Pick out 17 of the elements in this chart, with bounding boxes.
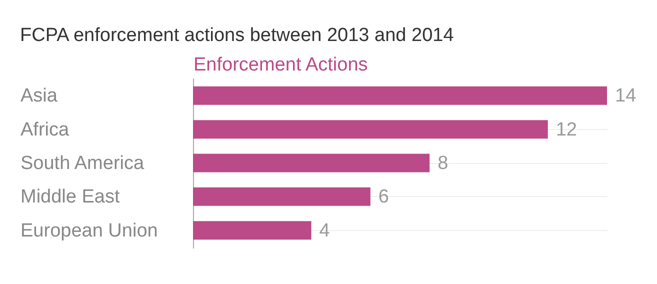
y-tick-label: South America (20, 153, 144, 174)
data-label: 14 (615, 86, 637, 107)
y-tick-label: European Union (20, 220, 158, 242)
data-label: 8 (438, 153, 448, 174)
y-tick-label: Middle East (20, 186, 120, 208)
bar (193, 86, 607, 105)
data-label: 12 (556, 119, 577, 140)
series-label: Enforcement Actions (194, 54, 368, 76)
y-tick-label: Asia (20, 86, 58, 107)
bar (193, 154, 430, 172)
bar (193, 187, 370, 206)
data-label: 6 (378, 186, 390, 208)
bar (193, 221, 312, 240)
bar (193, 120, 548, 139)
y-tick-label: Africa (20, 119, 70, 140)
data-label: 4 (319, 220, 330, 242)
chart-title: FCPA enforcement actions between 2013 and 2014 (20, 25, 454, 46)
